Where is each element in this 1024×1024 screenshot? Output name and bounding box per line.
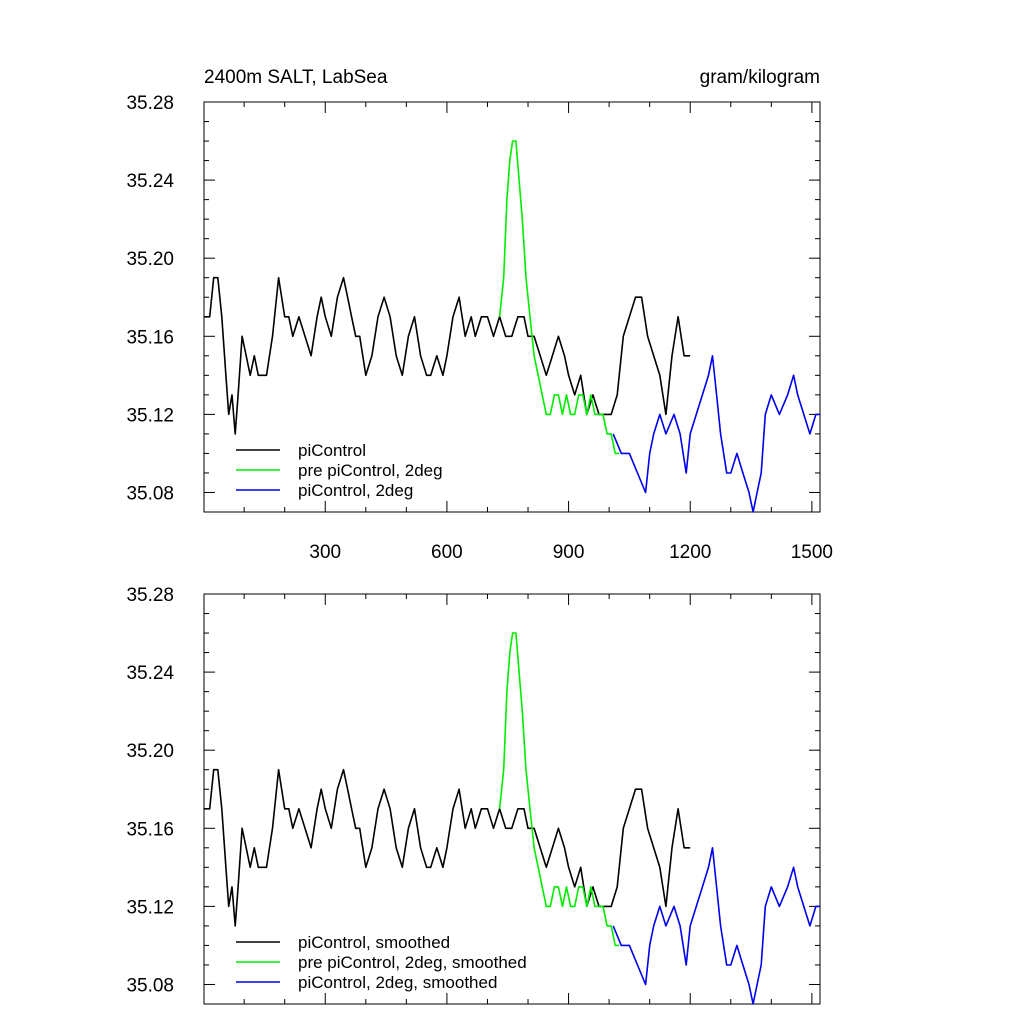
plot-frame xyxy=(203,101,821,513)
y-tick-label: 35.16 xyxy=(126,327,174,348)
y-tick-label: 35.16 xyxy=(126,819,174,840)
y-tick-label: 35.12 xyxy=(126,897,174,918)
legend-label: piControl, 2deg xyxy=(298,481,413,500)
y-tick-label: 35.24 xyxy=(126,663,174,684)
chart-units: gram/kilogram xyxy=(700,67,820,88)
legend-label: piControl, 2deg, smoothed xyxy=(298,973,497,992)
y-tick-label: 35.24 xyxy=(126,171,174,192)
bottom-panel: 35.08 35.12 35.16 35.20 35.24 35.28 piControl,… xyxy=(126,585,821,1005)
series-line-2 xyxy=(612,354,820,513)
x-tick-label: 1200 xyxy=(669,542,711,563)
y-tick-label: 35.20 xyxy=(126,741,174,762)
series-line-1 xyxy=(498,632,620,947)
legend-label: pre piControl, 2deg xyxy=(298,461,443,480)
series-line-1 xyxy=(498,140,620,455)
x-tick-label: 1500 xyxy=(791,542,833,563)
y-tick-label: 35.28 xyxy=(126,93,174,114)
y-tick-label: 35.12 xyxy=(126,405,174,426)
chart-title: 2400m SALT, LabSea xyxy=(204,67,388,88)
legend-label: piControl, smoothed xyxy=(298,933,450,952)
series-line-0 xyxy=(204,768,691,927)
series-line-0 xyxy=(204,276,691,435)
y-tick-label: 35.20 xyxy=(126,249,174,270)
plot-frame xyxy=(203,593,821,1005)
y-tick-label: 35.08 xyxy=(126,975,174,996)
y-tick-label: 35.28 xyxy=(126,585,174,606)
x-tick-label: 900 xyxy=(553,542,585,563)
x-tick-label: 300 xyxy=(309,542,341,563)
top-panel: 35.08 35.12 35.16 35.20 35.24 35.28 300 600 900 1… xyxy=(126,93,833,563)
legend-label: piControl xyxy=(298,441,366,460)
x-tick-label: 600 xyxy=(431,542,463,563)
series-line-2 xyxy=(612,846,820,1005)
legend-label: pre piControl, 2deg, smoothed xyxy=(298,953,527,972)
y-tick-label: 35.08 xyxy=(126,483,174,504)
